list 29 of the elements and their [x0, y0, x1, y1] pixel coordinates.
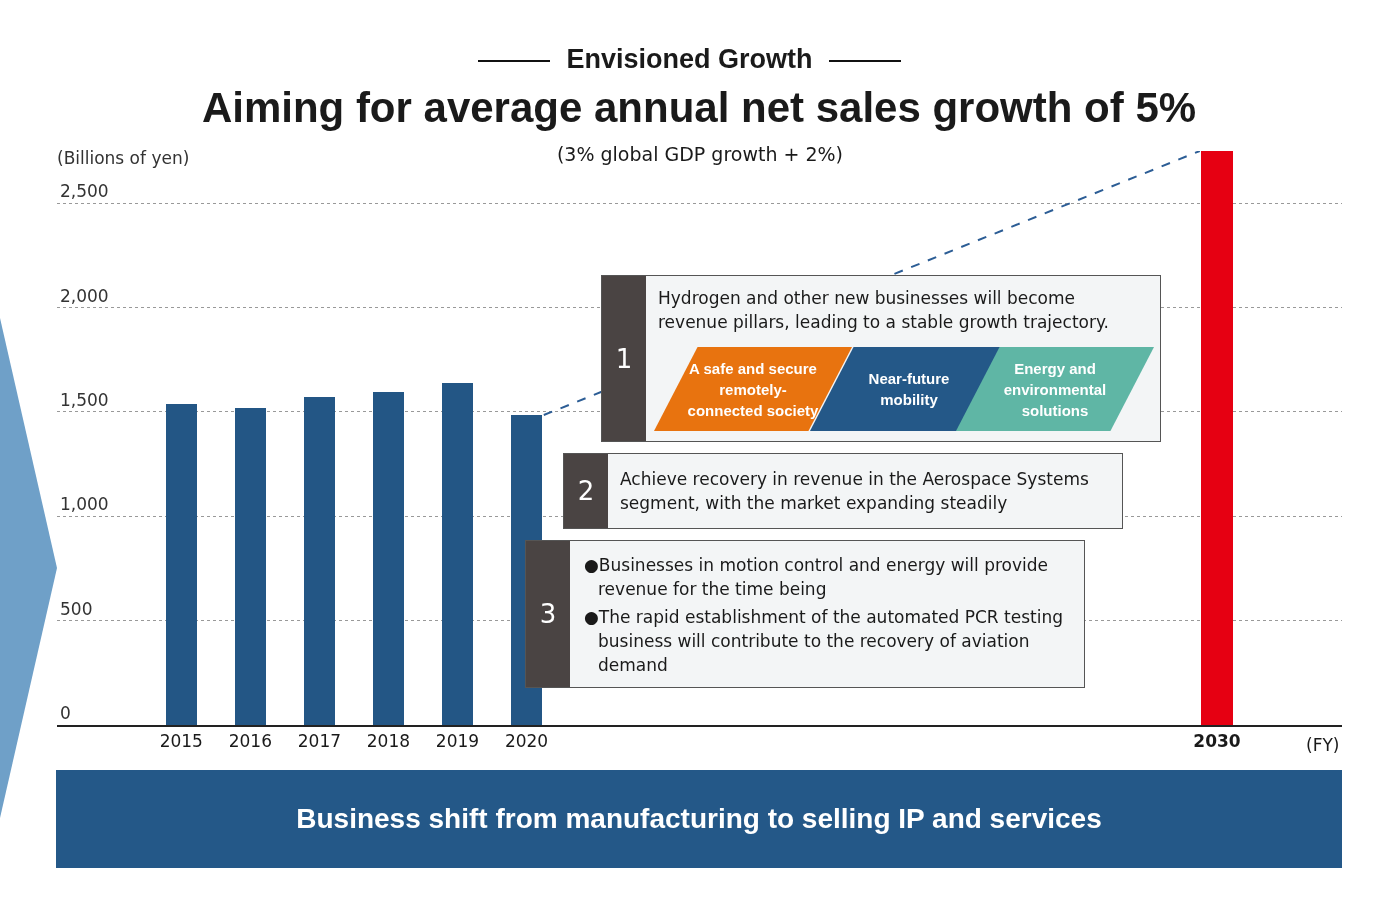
y-tick-label: 2,000: [60, 285, 109, 306]
x-tick-label: 2015: [159, 731, 203, 752]
annotation: Hydrogen and other new businesses will become revenue pillars, leading to a stable growth trajectory.: [658, 287, 1110, 334]
annotation: ●Businesses in motion control and energy will provide revenue for the time being: [584, 554, 1050, 601]
chart-title: Envisioned Growth: [566, 44, 813, 74]
annotation: Achieve recovery in revenue in the Aerospace Systems segment, with the market expanding steadily: [620, 468, 1090, 515]
callout-box: 2 Achieve recovery in revenue in the Aerospace Systems segment, with the market expanding steadily: [563, 453, 1123, 529]
x-tick-label: 2020: [504, 731, 549, 752]
x-tick-label: 2030: [1193, 731, 1241, 752]
x-tick-label: 2016: [228, 731, 272, 752]
callout-box: 3 ●Businesses in motion control and energy will provide revenue for the time being ●The rapid establishment of the automated PCR testing business will contribute to the recovery of aviation demand: [525, 540, 1085, 688]
y-tick-label: 500: [60, 598, 93, 619]
x-tick-label: 2019: [435, 731, 480, 752]
number-tab: 3: [526, 541, 570, 687]
y-tick-label: 2,500: [60, 181, 109, 202]
y-tick-label: 1,500: [60, 389, 109, 410]
chart-subtitle: Aiming for average annual net sales growth of 5%: [200, 84, 1198, 132]
text: Business shift from manufacturing to selling IP and services: [56, 770, 1342, 868]
annotation: (3% global GDP growth + 2%): [555, 143, 845, 165]
number-tab: 2: [564, 454, 608, 528]
y-tick-label: 0: [60, 703, 71, 724]
number-tab: 1: [602, 276, 646, 441]
x-tick-label: 2017: [297, 731, 342, 752]
x-tick-label: 2018: [366, 731, 411, 752]
annotation: ●The rapid establishment of the automated PCR testing business will contribute to the recovery of aviation demand: [584, 606, 1065, 677]
callout-box: 1 Hydrogen and other new businesses will become revenue pillars, leading to a stable growth trajectory. A safe and secure remotely-connected society Near-future mobility Energy and environmental solutions: [601, 275, 1161, 442]
y-tick-label: 1,000: [60, 494, 109, 515]
y-axis-title: (Billions of yen): [57, 148, 190, 168]
x-axis-title: (FY): [1306, 735, 1340, 755]
